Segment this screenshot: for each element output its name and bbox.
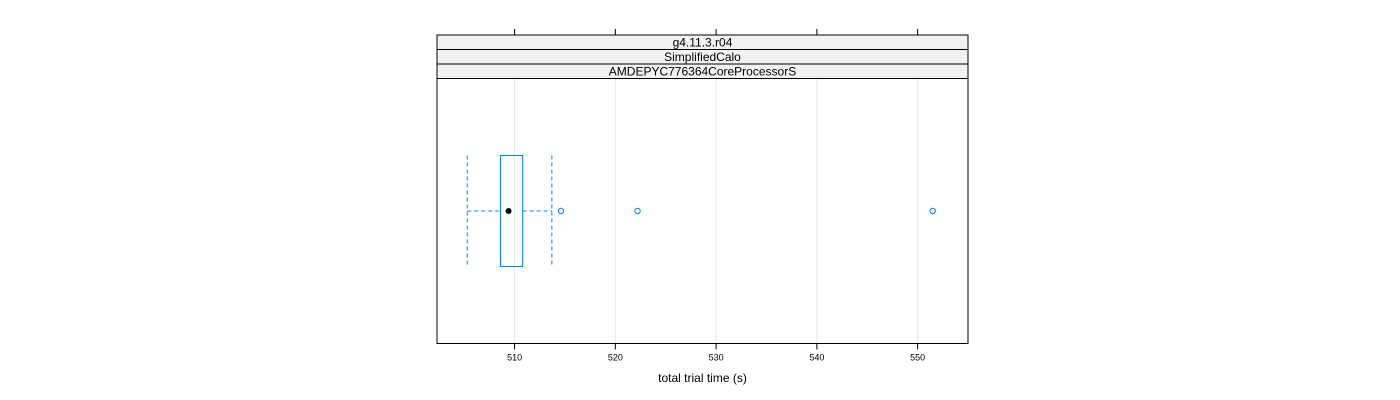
tick-labels: 510 520 530 540 550 (507, 353, 925, 363)
bottom-ticks (514, 343, 919, 350)
strip-2: SimplifiedCalo (436, 49, 969, 65)
outlier-point (634, 207, 641, 215)
top-ticks (514, 29, 919, 35)
strip-1: g4.11.3.r04 (436, 34, 969, 50)
grid-lines (514, 78, 919, 344)
strip-3-label: AMDEPYC776364CoreProcessorS (609, 65, 796, 79)
tick-label: 520 (608, 353, 623, 363)
strip-3: AMDEPYC776364CoreProcessorS (436, 63, 969, 79)
strip-1-label: g4.11.3.r04 (673, 36, 733, 50)
x-axis-label: total trial time (s) (658, 371, 747, 385)
tick-label: 540 (809, 353, 824, 363)
median-dot (505, 208, 512, 214)
strip-2-label: SimplifiedCalo (664, 50, 741, 64)
tick-label: 530 (709, 353, 724, 363)
outlier-point (929, 207, 936, 215)
boxplot (466, 155, 553, 267)
outlier-point (557, 207, 565, 215)
panel-frame (436, 78, 969, 344)
box-iqr (499, 155, 524, 267)
tick-label: 550 (910, 353, 925, 363)
tick-label: 510 (507, 353, 522, 363)
outliers (557, 207, 936, 215)
